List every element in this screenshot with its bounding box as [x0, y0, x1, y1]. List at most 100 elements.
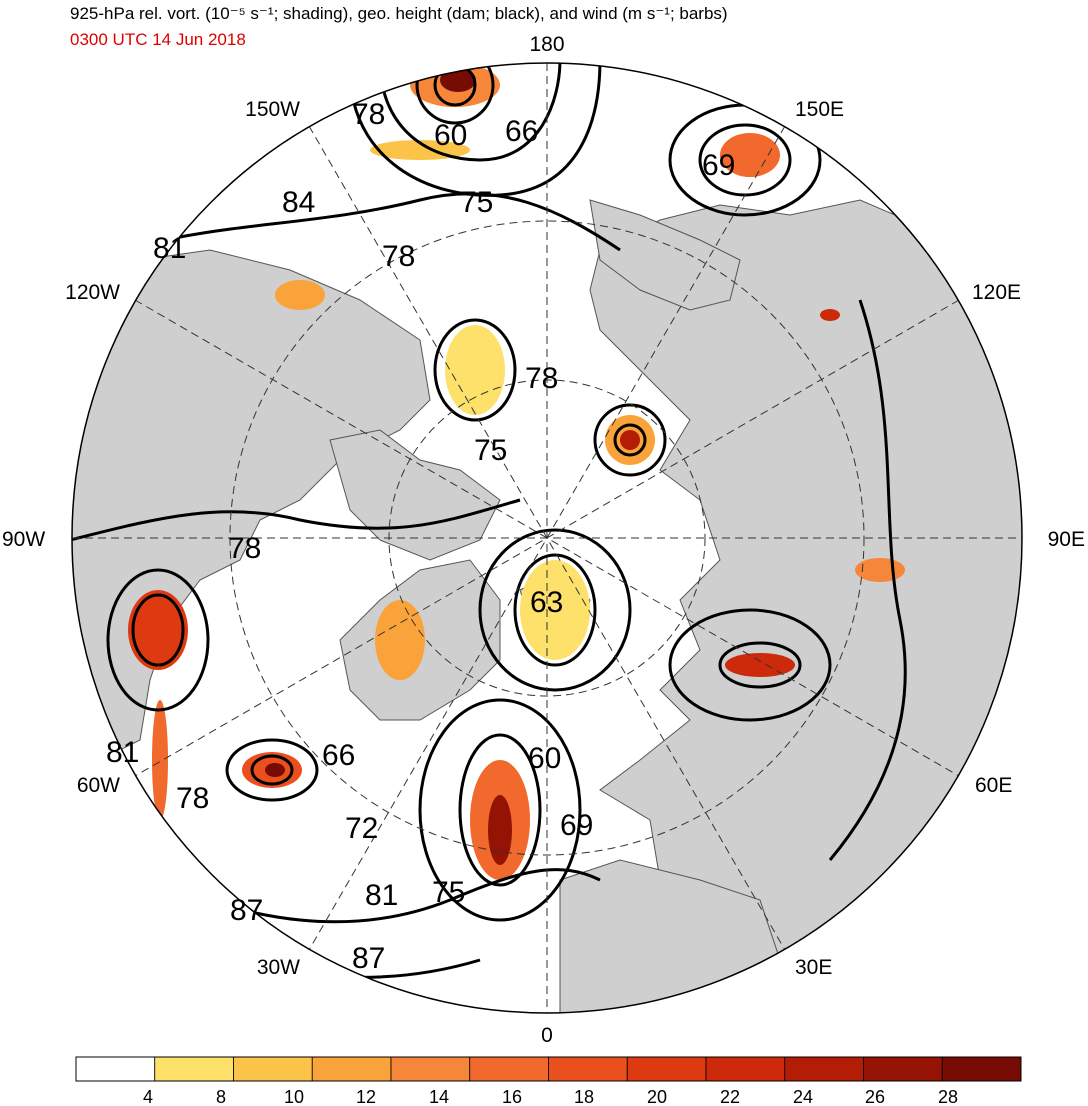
lon-label: 150W: [245, 98, 300, 121]
height-label: 78: [176, 782, 209, 815]
colorbar-box: [390, 1056, 471, 1082]
vort-patch: [445, 325, 505, 415]
height-label: 66: [322, 739, 355, 772]
height-label: 87: [230, 894, 263, 927]
colorbar-tick: 24: [793, 1087, 813, 1106]
colorbar-tick: 14: [429, 1087, 449, 1106]
height-label: 81: [106, 736, 139, 769]
contour-line: [458, 733, 542, 887]
colorbar-box: [233, 1056, 313, 1082]
contour-line: [718, 641, 802, 689]
contour-line: [225, 738, 319, 802]
meridian-line: [134, 299, 960, 777]
colorbar-tick: 26: [865, 1087, 885, 1106]
colorbar-tick: 4: [143, 1087, 153, 1106]
colorbar-box: [75, 1056, 156, 1082]
lon-label: 120W: [65, 281, 120, 304]
lon-label: 60W: [77, 774, 120, 797]
contour-line: [593, 403, 667, 477]
vort-patch: [375, 600, 425, 680]
height-label: 78: [228, 532, 261, 565]
colorbar-tick: 22: [720, 1087, 740, 1106]
land-chukotka: [589, 199, 741, 311]
colorbar-box: [548, 1056, 628, 1082]
height-label: 81: [153, 232, 186, 265]
colorbar-ticks: 4 8 10 12 14 16 18 20 22 24 26 28: [143, 1087, 958, 1106]
height-label: 60: [528, 742, 561, 775]
lon-label: 60E: [975, 774, 1012, 797]
contour-line: [378, 63, 562, 162]
map-disc: [72, 63, 1022, 1013]
height-label: 84: [282, 186, 315, 219]
lon-label: 180: [529, 33, 564, 56]
height-label: 60: [434, 119, 467, 152]
height-label: 69: [702, 149, 735, 182]
lon-label: 150E: [795, 98, 844, 121]
colorbar-box: [626, 1056, 707, 1082]
contour-line: [418, 698, 582, 922]
height-label: 63: [530, 586, 563, 619]
map-boundary: [71, 62, 1023, 1014]
height-label: 78: [525, 362, 558, 395]
vort-patch: [620, 430, 640, 450]
lon-label: 0: [541, 1024, 553, 1047]
contour-line: [99, 192, 621, 262]
colorbar-tick: 12: [356, 1087, 376, 1106]
vort-patch: [265, 763, 285, 777]
colorbar-boxes: [75, 1056, 1022, 1082]
height-label: 72: [345, 812, 378, 845]
colorbar-tick: 18: [574, 1087, 594, 1106]
contour-line: [433, 318, 517, 422]
height-contours: [72, 63, 907, 979]
vort-patch: [440, 68, 476, 92]
height-label: 69: [560, 809, 593, 842]
contour-line: [131, 593, 185, 667]
height-label: 75: [460, 186, 493, 219]
contour-line: [828, 299, 907, 861]
contour-line: [106, 568, 210, 712]
colorbar-box: [154, 1056, 234, 1082]
colorbar: 4 8 10 12 14 16 18 20 22 24 26 28: [75, 1056, 1022, 1106]
lon-label: 120E: [972, 281, 1021, 304]
vort-patch: [725, 653, 795, 677]
vort-patch: [720, 133, 780, 177]
colorbar-box: [311, 1056, 392, 1082]
height-label: 66: [505, 115, 538, 148]
map-timestamp: 0300 UTC 14 Jun 2018: [70, 30, 246, 49]
colorbar-tick: 10: [284, 1087, 304, 1106]
colorbar-tick: 16: [502, 1087, 522, 1106]
height-label: 75: [474, 434, 507, 467]
height-label: 81: [365, 879, 398, 912]
vort-patch: [820, 309, 840, 321]
vort-patch: [128, 590, 188, 670]
colorbar-frame: [75, 1056, 1022, 1082]
contour-line: [668, 608, 832, 722]
height-label: 78: [352, 98, 385, 131]
contour-line: [513, 553, 597, 667]
lat-lon-grid: [72, 63, 1022, 1013]
height-label: 87: [352, 942, 385, 975]
longitude-labels: 180 150E 120E 90E 60E 30E 0 30W 60W 90W …: [2, 33, 1085, 1047]
height-labels: 78 60 66 69 84 75 81 78 78 75 78 63 81 6…: [106, 98, 735, 975]
contour-line: [478, 528, 632, 692]
lon-label: 30W: [257, 956, 300, 979]
lon-label: 90W: [2, 528, 45, 551]
map-title: 925-hPa rel. vort. (10⁻⁵ s⁻¹; shading), …: [70, 4, 728, 23]
contour-line: [613, 423, 647, 457]
lon-label: 30E: [795, 956, 832, 979]
height-label: 75: [432, 876, 465, 909]
colorbar-box: [941, 1056, 1022, 1082]
colorbar-box: [784, 1056, 864, 1082]
height-label: 78: [382, 240, 415, 273]
vort-patch: [152, 700, 168, 820]
vort-patch: [275, 280, 325, 310]
colorbar-box: [469, 1056, 549, 1082]
contour-line: [250, 754, 294, 786]
contour-line: [415, 63, 495, 125]
colorbar-tick: 28: [938, 1087, 958, 1106]
lon-label: 90E: [1048, 528, 1085, 551]
vort-patch: [520, 560, 590, 660]
colorbar-tick: 20: [647, 1087, 667, 1106]
colorbar-box: [863, 1056, 943, 1082]
